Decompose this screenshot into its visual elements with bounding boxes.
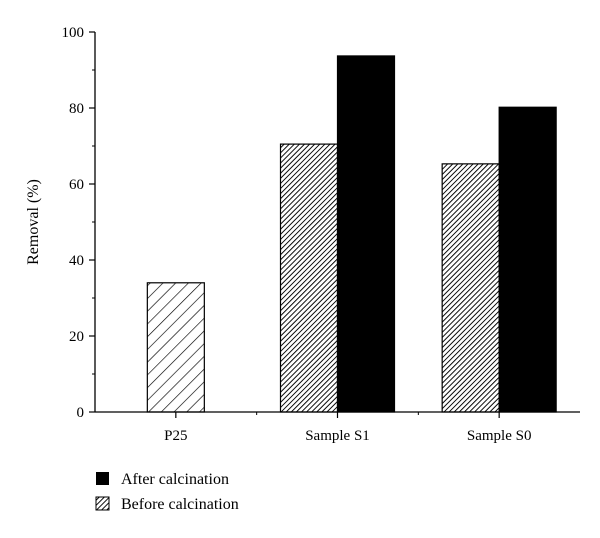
y-tick-label: 20 [69,329,84,345]
x-tick-label: P25 [164,428,187,444]
bar-after-calcination [336,55,396,413]
legend-label-before: Before calcination [121,496,239,513]
bars-group [146,55,557,413]
x-ticks-group: P25 Sample S1 Sample S0 [164,412,531,444]
y-tick-label: 80 [69,101,84,117]
y-tick-label: 40 [69,253,84,269]
y-ticks-group: 0 20 40 60 80 100 [62,25,95,421]
legend-swatch-after [96,472,109,485]
y-tick-label: 60 [69,177,84,193]
y-tick-label: 100 [62,25,85,41]
legend-label-after: After calcination [121,471,229,488]
x-tick-label: Sample S0 [467,428,532,444]
y-tick-label: 0 [77,405,85,421]
legend: After calcination Before calcination [95,471,239,513]
bar-before-calcination [279,143,339,413]
x-tick-label: Sample S1 [305,428,370,444]
bar-before-calcination [441,163,500,413]
bar-before-calcination [146,282,205,413]
legend-swatch-before [95,496,110,511]
bar-after-calcination [498,106,557,413]
y-axis-title: Removal (%) [25,179,42,265]
